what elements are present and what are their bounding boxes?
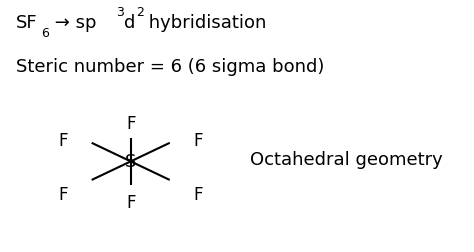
Text: 2: 2 [137,6,144,19]
Text: S: S [125,153,137,171]
Text: 3: 3 [117,6,124,19]
Text: Steric number = 6 (6 sigma bond): Steric number = 6 (6 sigma bond) [16,58,324,76]
Text: F: F [59,132,68,150]
Text: F: F [126,115,136,133]
Text: Octahedral geometry: Octahedral geometry [250,150,443,168]
Text: F: F [126,194,136,211]
Text: F: F [193,185,203,203]
Text: → sp: → sp [49,13,96,32]
Text: hybridisation: hybridisation [143,13,266,32]
Text: SF: SF [16,13,37,32]
Text: 6: 6 [41,27,49,40]
Text: F: F [193,132,203,150]
Text: d: d [124,13,136,32]
Text: F: F [59,185,68,203]
